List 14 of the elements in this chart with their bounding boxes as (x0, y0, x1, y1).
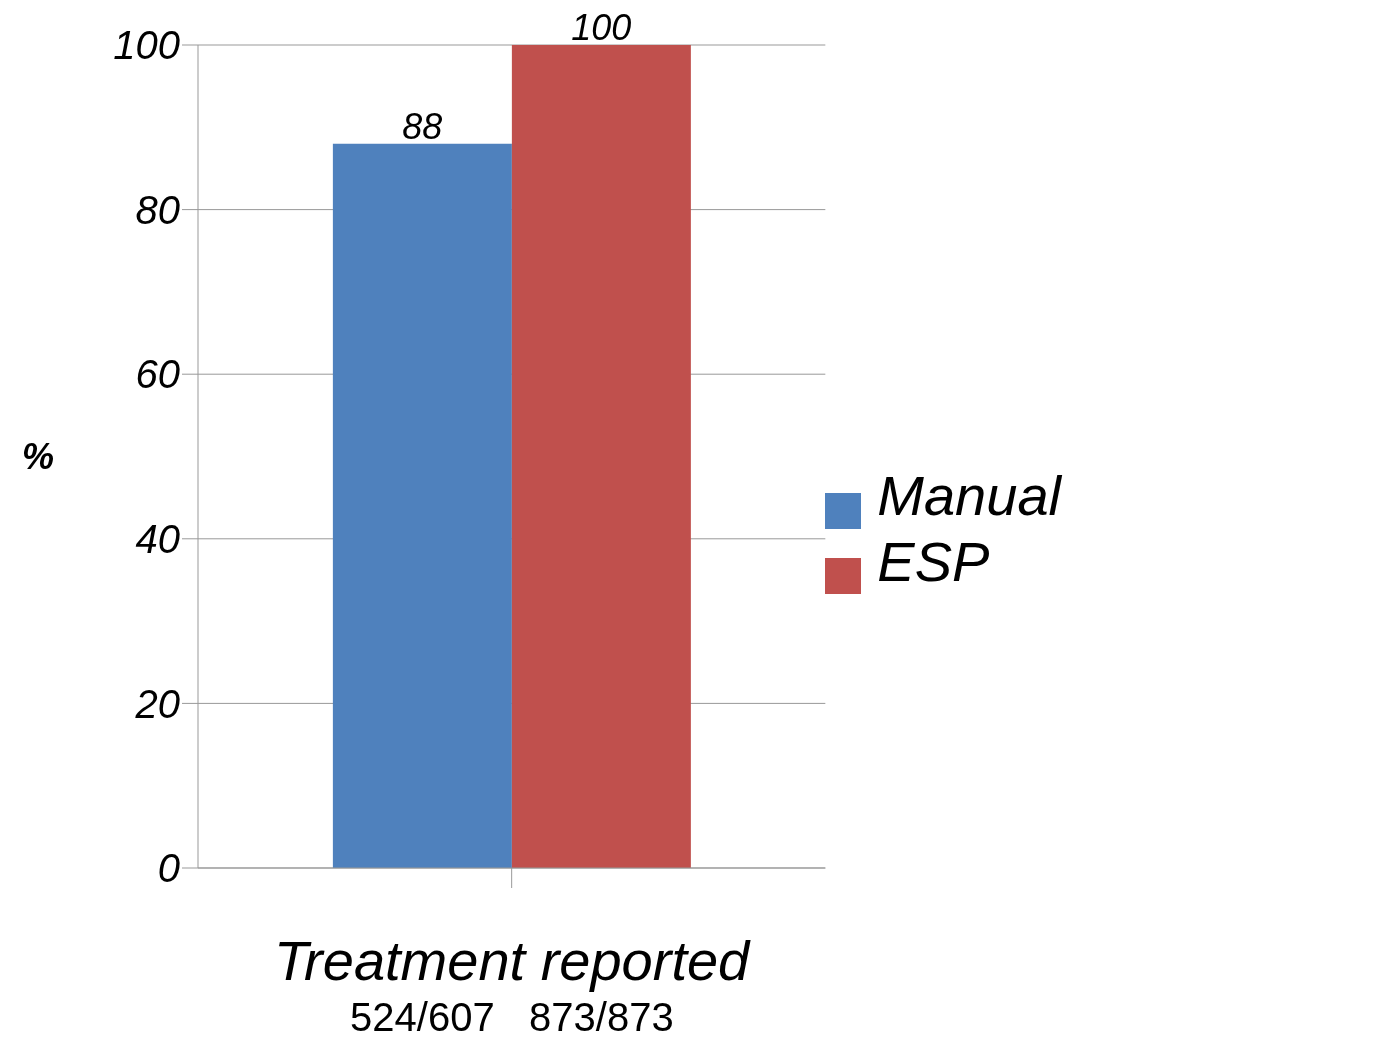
y-tick-label: 60 (135, 352, 180, 397)
data-label: 100 (571, 7, 632, 48)
text: 873/873 (529, 995, 674, 1039)
y-tick-label: 40 (135, 517, 180, 561)
text: 524/607 (350, 995, 495, 1039)
y-tick-label: 80 (135, 187, 180, 232)
y-tick-label: 100 (113, 23, 180, 68)
x-tick-label: Treatment reported (274, 928, 752, 992)
legend-label: Manual (877, 463, 1061, 527)
y-tick-label: 20 (134, 681, 180, 726)
y-tick-label: 0 (157, 846, 180, 891)
data-label: 88 (402, 105, 443, 147)
y-axis-title: % (22, 436, 55, 478)
legend-label: ESP (877, 529, 990, 593)
